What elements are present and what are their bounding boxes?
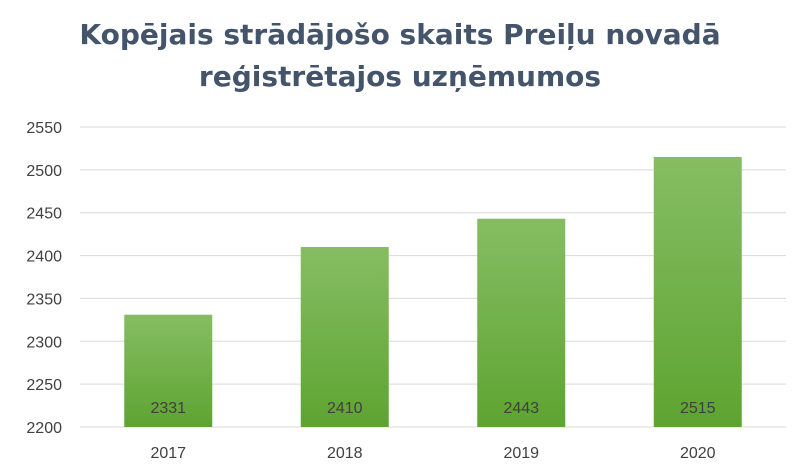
y-tick-label-2500: 2500 bbox=[26, 163, 62, 180]
y-tick-label-2350: 2350 bbox=[26, 291, 62, 308]
data-labels: 2331 2410 2443 2515 bbox=[150, 400, 715, 417]
y-tick-label-2250: 2250 bbox=[26, 377, 62, 394]
x-tick-label-2019: 2019 bbox=[503, 445, 539, 462]
bars bbox=[124, 157, 742, 427]
bar-2017 bbox=[124, 314, 213, 427]
x-tick-label-2020: 2020 bbox=[680, 445, 716, 462]
y-tick-label-2450: 2450 bbox=[26, 206, 62, 223]
y-tick-label-2550: 2550 bbox=[26, 120, 62, 137]
data-label-2017: 2331 bbox=[150, 400, 186, 417]
data-label-2019: 2443 bbox=[503, 400, 539, 417]
chart-title: Kopējais strādājošo skaits Preiļu novadā… bbox=[0, 14, 800, 98]
bar-2018 bbox=[300, 247, 389, 427]
chart-title-line-2: reģistrētajos uzņēmumos bbox=[198, 60, 602, 93]
y-tick-label-2400: 2400 bbox=[26, 249, 62, 266]
x-tick-label-2018: 2018 bbox=[327, 445, 363, 462]
data-label-2018: 2410 bbox=[327, 400, 363, 417]
bar-2019 bbox=[477, 218, 566, 427]
data-label-2020: 2515 bbox=[680, 400, 716, 417]
bar-2020 bbox=[653, 157, 742, 427]
y-tick-label-2300: 2300 bbox=[26, 334, 62, 351]
x-axis-tick-labels: 2017 2018 2019 2020 bbox=[150, 445, 715, 462]
x-tick-label-2017: 2017 bbox=[150, 445, 186, 462]
chart-title-line-1: Kopējais strādājošo skaits Preiļu novadā bbox=[79, 18, 721, 51]
y-axis-tick-labels: 2200 2250 2300 2350 2400 2450 2500 2550 bbox=[26, 120, 62, 437]
y-tick-label-2200: 2200 bbox=[26, 420, 62, 437]
